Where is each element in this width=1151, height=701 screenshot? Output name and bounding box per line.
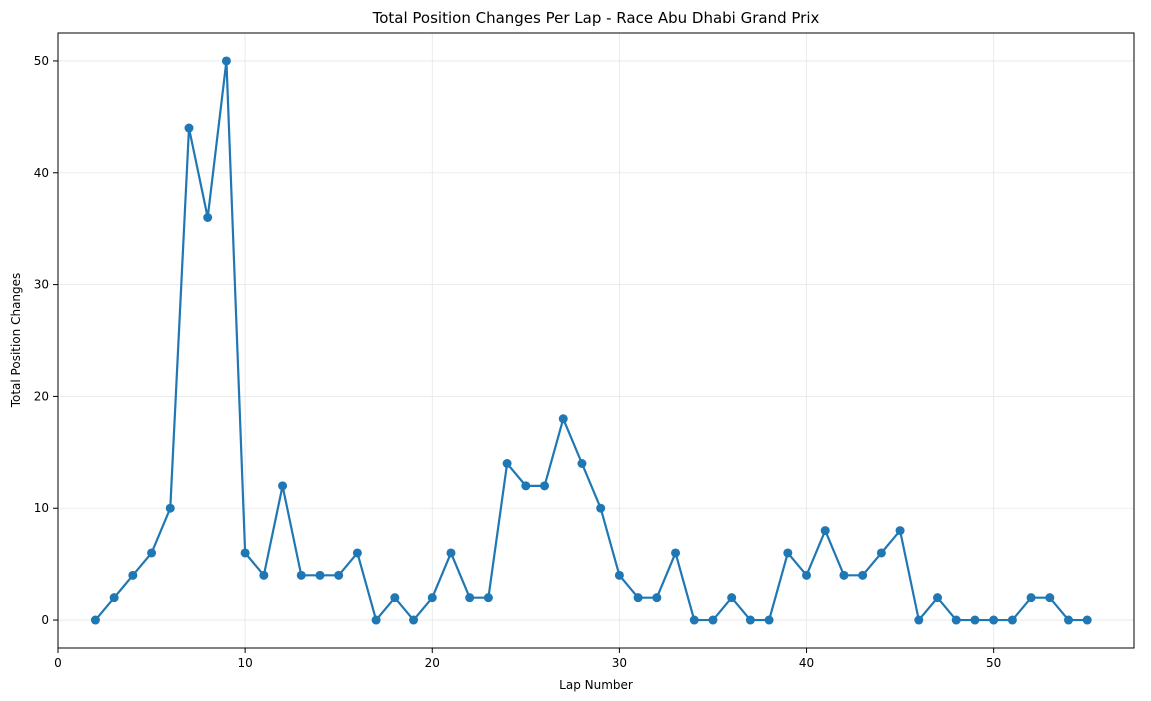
data-point xyxy=(895,526,905,536)
series-line xyxy=(94,59,1088,622)
data-point xyxy=(858,570,868,580)
data-point xyxy=(876,548,886,558)
data-point xyxy=(614,570,624,580)
x-axis-label: Lap Number xyxy=(559,678,633,692)
data-point xyxy=(128,570,138,580)
y-tick-label: 30 xyxy=(34,278,49,292)
data-point xyxy=(671,548,681,558)
data-point xyxy=(334,570,344,580)
y-tick-label: 10 xyxy=(34,501,49,515)
y-tick-label: 40 xyxy=(34,166,49,180)
data-point xyxy=(390,593,400,603)
data-point xyxy=(521,481,531,491)
data-point xyxy=(296,570,306,580)
data-point xyxy=(446,548,456,558)
data-point xyxy=(483,593,493,603)
data-point xyxy=(259,570,269,580)
data-point xyxy=(820,526,830,536)
data-point xyxy=(727,593,737,603)
data-point xyxy=(352,548,362,558)
data-point xyxy=(90,615,100,625)
data-point xyxy=(951,615,961,625)
data-point xyxy=(109,593,119,603)
data-point xyxy=(1064,615,1074,625)
data-point xyxy=(633,593,643,603)
data-point xyxy=(802,570,812,580)
data-point xyxy=(783,548,793,558)
y-tick-label: 50 xyxy=(34,54,49,68)
series-markers xyxy=(90,56,1092,625)
x-tick-label: 30 xyxy=(612,656,627,670)
data-point xyxy=(652,593,662,603)
data-point xyxy=(745,615,755,625)
data-point xyxy=(203,213,213,222)
data-point xyxy=(577,459,587,468)
data-point xyxy=(764,615,774,625)
y-tick-label: 20 xyxy=(34,389,49,403)
data-point xyxy=(540,481,550,491)
x-tick-label: 0 xyxy=(54,656,62,670)
data-point xyxy=(147,548,157,558)
y-tick-label: 0 xyxy=(41,613,49,627)
data-point xyxy=(184,123,194,133)
data-point xyxy=(839,570,849,580)
data-point xyxy=(558,414,568,424)
x-axis: 0 10 20 30 40 50 xyxy=(54,648,1001,670)
x-tick-label: 20 xyxy=(425,656,440,670)
data-point xyxy=(371,615,381,625)
data-point xyxy=(914,615,924,625)
data-point xyxy=(970,615,980,625)
data-point xyxy=(989,615,999,625)
data-point xyxy=(409,615,419,625)
data-point xyxy=(278,481,288,491)
data-point xyxy=(689,615,699,625)
chart-title: Total Position Changes Per Lap - Race Ab… xyxy=(372,9,820,27)
data-point xyxy=(427,593,437,603)
plot-frame xyxy=(57,32,1135,649)
data-point xyxy=(1082,615,1092,625)
y-axis: 0 10 20 30 40 50 xyxy=(34,54,58,627)
data-point xyxy=(708,615,718,625)
data-point xyxy=(240,548,250,558)
data-point xyxy=(1026,593,1036,603)
x-tick-label: 50 xyxy=(986,656,1001,670)
data-point xyxy=(221,56,231,66)
y-axis-label: Total Position Changes xyxy=(9,273,23,409)
data-point xyxy=(502,459,512,468)
data-point xyxy=(465,593,475,603)
x-tick-label: 40 xyxy=(799,656,814,670)
data-point xyxy=(1045,593,1055,603)
grid xyxy=(57,33,1134,648)
data-point xyxy=(1007,615,1017,625)
x-tick-label: 10 xyxy=(237,656,252,670)
data-point xyxy=(165,503,175,513)
data-point xyxy=(315,570,325,580)
data-point xyxy=(596,503,606,513)
data-point xyxy=(933,593,943,603)
